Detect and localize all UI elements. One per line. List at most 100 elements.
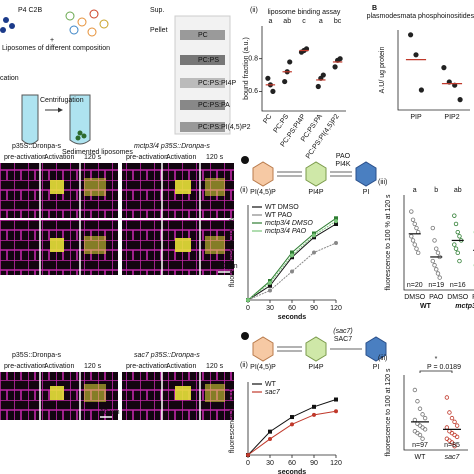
- y-axis-label: bound fraction (a.u.): [243, 37, 250, 100]
- y-axis-label: fluorescence to 100 %: [229, 218, 236, 287]
- data-point: [334, 409, 338, 414]
- data-point: [457, 258, 462, 264]
- data-point: [415, 399, 420, 404]
- data-point: [290, 250, 294, 255]
- data-point: [434, 246, 439, 251]
- label: Centrifugation: [40, 97, 84, 104]
- data-point: [452, 444, 457, 449]
- label: Sedimented liposomes: [62, 149, 133, 156]
- x-tick-label: 30: [266, 305, 274, 312]
- y-axis-label: A.U/ ug protein: [379, 47, 386, 94]
- data-point: [412, 417, 418, 423]
- x-tick-label: 0: [246, 305, 250, 312]
- label: 120 s: [84, 363, 102, 370]
- label: PI: [373, 364, 380, 371]
- data-point: [412, 242, 417, 247]
- panel-label: (iii): [378, 179, 387, 186]
- label: p35S::Dronpa-s: [12, 352, 62, 359]
- data-point: [332, 64, 338, 70]
- significance-letter: bc: [334, 18, 342, 25]
- data-point: [452, 419, 457, 425]
- label: sac7 p35S::Dronpa-s: [134, 352, 200, 359]
- label: pre-activation: [4, 154, 46, 161]
- data-point: [334, 241, 338, 245]
- label: Activation: [44, 154, 74, 161]
- data-point: [320, 72, 326, 78]
- significance-letter: a: [413, 187, 417, 194]
- x-tick-label: PIP: [410, 114, 422, 121]
- data-point: [312, 250, 316, 255]
- y-tick-label: 0.8: [248, 56, 258, 63]
- x-tick-label: DMSO: [447, 294, 469, 301]
- label: P4 C2B: [18, 7, 42, 14]
- legend-label: sac7: [265, 389, 281, 396]
- data-point: [413, 52, 419, 58]
- label: Liposomes of different composition: [2, 45, 110, 52]
- label: mctp3/4 p35S::Dronpa-s: [134, 143, 210, 150]
- label: Activation: [44, 363, 74, 370]
- data-point: [334, 397, 338, 402]
- data-point: [449, 440, 455, 445]
- y-axis-label: fluorescence to 100 at 120 s: [385, 368, 392, 456]
- n-label: n=19: [428, 282, 444, 289]
- series-line: [247, 242, 337, 301]
- x-tick-label: PC: [262, 113, 273, 125]
- data-point: [290, 415, 294, 420]
- significance-letter: c: [302, 18, 306, 25]
- axis: [403, 375, 468, 451]
- y-tick-label: 0.6: [248, 88, 258, 95]
- panel-label: (ii): [240, 362, 248, 369]
- label: Pellet: [150, 27, 168, 34]
- annotation: P = 0.0189: [427, 364, 461, 371]
- n-label: n=20: [407, 282, 423, 289]
- data-point: [290, 253, 294, 258]
- label: Sup.: [150, 7, 164, 14]
- n-label: n=85: [444, 442, 460, 449]
- data-point: [435, 271, 441, 276]
- panel-label: (ii): [250, 7, 258, 14]
- label: p35S::Dronpa-s: [12, 143, 62, 150]
- legend-label: mctp3/4 PAO: [265, 228, 307, 235]
- data-point: [409, 209, 414, 214]
- y-axis-label: fluorescence to 100 % at 120 s: [385, 194, 392, 291]
- data-point: [430, 258, 436, 264]
- label: (sac7): [333, 328, 352, 335]
- x-tick-label: WT: [415, 454, 427, 461]
- data-point: [455, 250, 460, 256]
- data-point: [268, 436, 272, 441]
- x-tick-label: 120: [330, 460, 342, 467]
- label: 10 µm: [100, 409, 120, 416]
- x-tick-label: 60: [288, 305, 296, 312]
- data-point: [410, 238, 416, 243]
- label: PC:PS:PA: [198, 102, 230, 109]
- data-point: [437, 275, 442, 280]
- label: 120 s: [84, 154, 102, 161]
- label: PC: [198, 32, 208, 39]
- x-tick-label: 90: [310, 460, 318, 467]
- x-tick-label: sac7: [445, 454, 461, 461]
- x-tick-label: 120: [330, 305, 342, 312]
- data-point: [422, 427, 428, 432]
- data-point: [407, 32, 414, 38]
- x-tick-label: 0: [246, 460, 250, 467]
- data-point: [246, 453, 250, 457]
- data-point: [409, 234, 414, 239]
- data-point: [454, 423, 460, 428]
- data-point: [337, 56, 343, 62]
- data-point: [444, 395, 450, 400]
- data-point: [412, 387, 418, 393]
- legend-label: mctp3/4 DMSO: [265, 220, 313, 227]
- label: PC:PS: [198, 57, 219, 64]
- panel-label: (iii): [378, 355, 387, 362]
- static-layer: +: [0, 9, 387, 420]
- data-point: [455, 229, 460, 235]
- label: PI4P: [308, 189, 324, 196]
- data-point: [312, 233, 316, 238]
- x-tick-label: 30: [266, 460, 274, 467]
- label: 120 s: [206, 363, 224, 370]
- data-point: [444, 425, 450, 430]
- significance-letter: b: [434, 187, 438, 194]
- data-point: [422, 415, 428, 421]
- microscopy: [0, 163, 234, 420]
